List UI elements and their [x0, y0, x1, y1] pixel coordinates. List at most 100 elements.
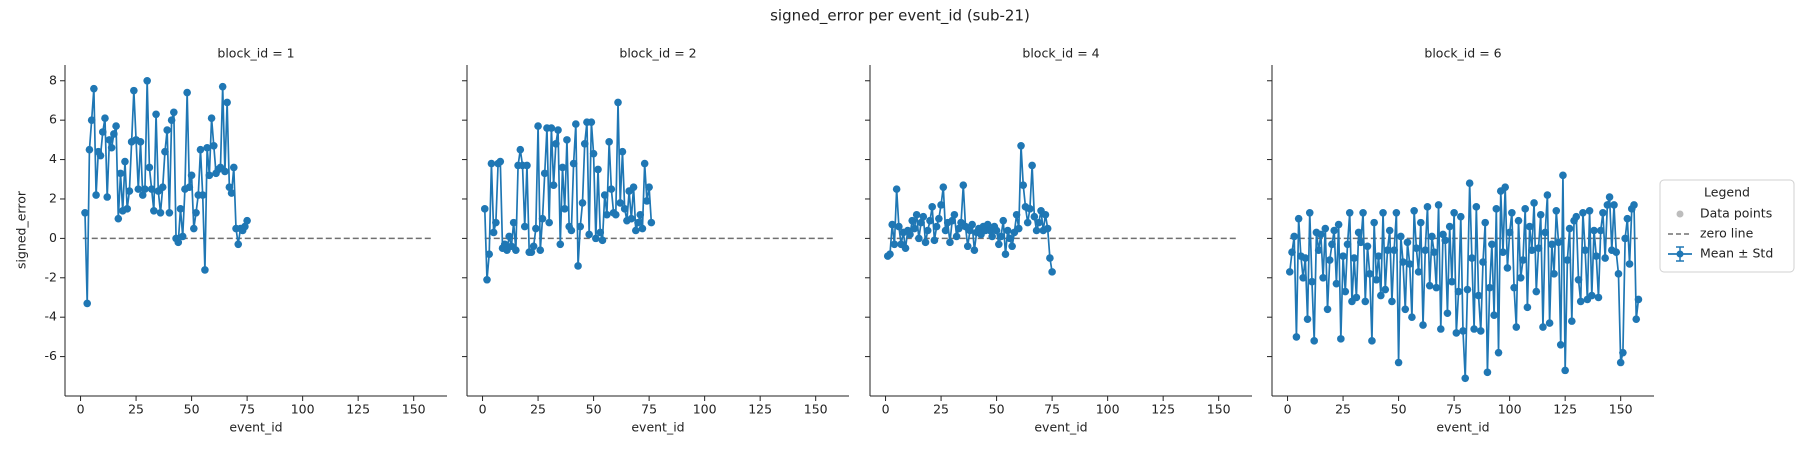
data-point — [1019, 181, 1028, 189]
data-point — [952, 232, 961, 241]
data-point — [592, 234, 600, 243]
data-point — [607, 185, 616, 193]
data-point — [1410, 206, 1418, 215]
data-point — [1510, 283, 1518, 292]
data-point — [1572, 212, 1581, 221]
data-point — [107, 143, 116, 152]
data-point — [1388, 297, 1396, 306]
data-point — [1532, 287, 1541, 296]
data-point — [536, 246, 545, 255]
data-point — [90, 84, 98, 93]
data-point — [1610, 201, 1618, 209]
data-point — [110, 130, 118, 138]
data-point — [1614, 270, 1623, 278]
data-point — [1550, 270, 1558, 278]
data-point — [1603, 201, 1612, 209]
data-point — [136, 138, 145, 146]
data-point — [505, 232, 513, 241]
legend-swatch — [1676, 250, 1684, 258]
data-point — [1530, 199, 1538, 207]
data-point — [1310, 337, 1318, 345]
data-point — [1479, 258, 1487, 266]
data-point — [1323, 305, 1332, 314]
data-point — [1032, 226, 1041, 235]
data-point — [210, 141, 218, 150]
data-point — [1476, 327, 1485, 335]
legend-swatch — [1676, 210, 1684, 218]
x-tick-label: 125 — [748, 402, 772, 417]
data-point — [87, 116, 96, 124]
data-point — [1368, 337, 1376, 345]
data-point — [1545, 319, 1554, 327]
data-point — [1499, 248, 1507, 256]
data-point — [145, 163, 154, 172]
x-tick-label: 75 — [1044, 402, 1060, 417]
data-point — [1046, 254, 1054, 262]
data-point — [1385, 226, 1394, 235]
data-point — [1514, 216, 1523, 225]
data-point — [1474, 291, 1483, 300]
data-point — [966, 226, 974, 235]
data-point — [1048, 268, 1056, 276]
y-tick-label: 0 — [49, 230, 57, 245]
data-point — [636, 210, 645, 219]
data-point — [123, 205, 131, 213]
data-point — [948, 216, 956, 225]
data-point — [545, 218, 553, 227]
data-point — [890, 240, 899, 249]
data-point — [1012, 210, 1021, 219]
data-point — [620, 205, 629, 213]
data-point — [1581, 246, 1589, 255]
data-point — [174, 238, 183, 247]
data-point — [1015, 224, 1023, 233]
x-tick-label: 150 — [1207, 402, 1231, 417]
data-point — [1585, 206, 1594, 215]
data-point — [1372, 275, 1381, 284]
data-point — [1043, 224, 1052, 233]
data-point — [970, 246, 979, 255]
data-point — [643, 197, 651, 205]
data-point — [1432, 283, 1441, 292]
data-point — [1001, 250, 1010, 258]
data-point — [1528, 246, 1536, 255]
data-point — [645, 183, 653, 191]
data-point — [1330, 226, 1338, 235]
data-point — [150, 206, 158, 215]
data-point — [574, 262, 582, 270]
data-point — [1456, 212, 1465, 221]
data-point — [1028, 161, 1036, 170]
data-point — [1490, 311, 1498, 320]
data-point — [540, 169, 549, 178]
x-tick-label: 50 — [184, 402, 200, 417]
data-point — [185, 183, 194, 191]
data-point — [1006, 234, 1014, 243]
data-point — [1596, 226, 1605, 235]
data-point — [1319, 273, 1327, 282]
data-point — [138, 191, 147, 199]
data-point — [1525, 222, 1534, 231]
data-point — [910, 224, 919, 233]
data-point — [1445, 222, 1454, 231]
data-point — [1516, 273, 1525, 282]
data-point — [1343, 240, 1352, 249]
data-point — [98, 128, 107, 136]
data-point — [1468, 254, 1476, 262]
data-point — [1392, 208, 1401, 217]
data-point — [1341, 287, 1350, 296]
data-point — [534, 122, 542, 130]
data-point — [1512, 323, 1521, 331]
x-tick-label: 25 — [933, 402, 949, 417]
data-point — [1357, 238, 1365, 247]
data-point — [1337, 335, 1345, 343]
series-line — [1288, 175, 1640, 379]
data-point — [1325, 256, 1334, 264]
data-point — [1003, 226, 1012, 235]
data-point — [1352, 293, 1361, 302]
y-tick-label: -4 — [45, 309, 58, 324]
data-point — [1568, 317, 1576, 325]
data-point — [1317, 230, 1325, 239]
data-point — [96, 151, 105, 160]
x-axis-label: event_id — [1034, 420, 1087, 435]
data-point — [1492, 205, 1501, 213]
data-point — [221, 167, 229, 176]
